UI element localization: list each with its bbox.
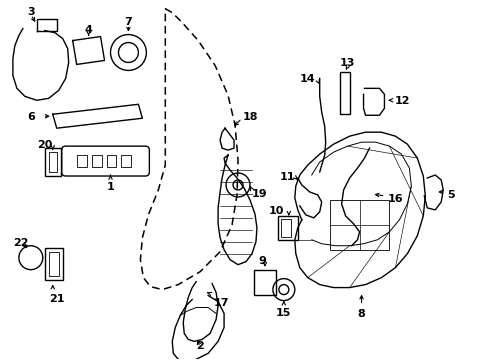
Bar (49, 252, 59, 276)
Text: 22: 22 (13, 238, 29, 248)
Bar (45, 248, 62, 280)
Text: 7: 7 (124, 17, 132, 27)
Bar (49, 152, 57, 172)
Bar (339, 72, 349, 114)
Text: 4: 4 (84, 24, 92, 35)
Text: 18: 18 (242, 112, 257, 122)
Bar (45, 148, 61, 176)
Bar (106, 155, 116, 167)
Bar (77, 155, 86, 167)
Text: 3: 3 (27, 7, 35, 17)
Bar (280, 219, 290, 237)
Text: 10: 10 (267, 206, 283, 216)
Text: 14: 14 (299, 75, 315, 84)
Text: 17: 17 (214, 298, 229, 307)
Text: 16: 16 (386, 194, 402, 204)
Text: 9: 9 (258, 256, 265, 266)
Bar (277, 216, 297, 240)
Text: 15: 15 (276, 307, 291, 318)
Text: 2: 2 (196, 341, 203, 351)
Text: 21: 21 (49, 293, 64, 303)
Text: 11: 11 (280, 172, 295, 182)
Bar (329, 200, 388, 250)
Text: 13: 13 (339, 58, 355, 68)
Bar (121, 155, 131, 167)
Text: 19: 19 (251, 189, 267, 199)
Text: 12: 12 (394, 96, 409, 106)
Text: 6: 6 (27, 112, 35, 122)
Bar (253, 270, 275, 294)
Bar (91, 155, 102, 167)
Text: 20: 20 (37, 140, 52, 150)
Text: 8: 8 (357, 310, 365, 319)
Text: 5: 5 (447, 190, 454, 200)
Text: 1: 1 (106, 182, 114, 192)
